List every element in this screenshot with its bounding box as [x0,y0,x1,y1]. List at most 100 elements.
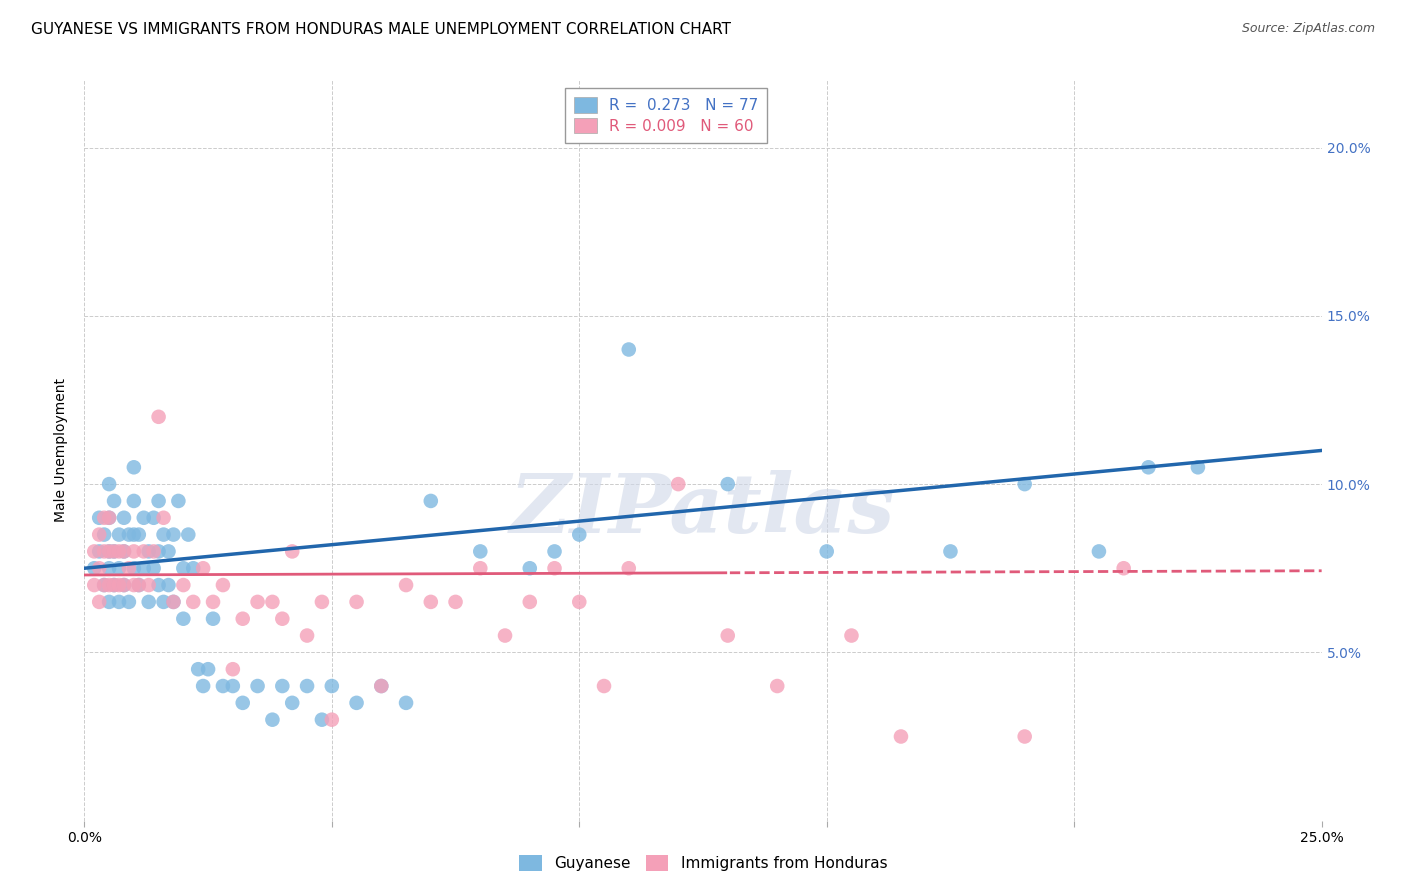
Point [1014,730,1036,744]
Legend: R =  0.273   N = 77, R = 0.009   N = 60: R = 0.273 N = 77, R = 0.009 N = 60 [565,88,768,143]
Legend: Guyanese, Immigrants from Honduras: Guyanese, Immigrants from Honduras [513,849,893,877]
Point [232,696,254,710]
Point [112,544,135,558]
Point [132,561,155,575]
Point [89,561,111,575]
Point [202,612,225,626]
Point [939,544,962,558]
Point [177,527,200,541]
Point [132,544,155,558]
Point [519,561,541,575]
Text: ZIPatlas: ZIPatlas [510,470,896,549]
Point [152,595,174,609]
Point [93,527,115,541]
Point [98,510,121,524]
Point [543,544,565,558]
Point [98,578,121,592]
Point [370,679,392,693]
Point [1187,460,1209,475]
Point [568,595,591,609]
Point [148,578,170,592]
Point [122,494,145,508]
Point [83,561,105,575]
Point [167,494,190,508]
Point [1137,460,1160,475]
Point [370,679,392,693]
Point [346,696,368,710]
Point [142,544,165,558]
Point [103,494,125,508]
Point [1088,544,1111,558]
Point [98,595,121,609]
Point [321,713,343,727]
Point [593,679,616,693]
Point [98,510,121,524]
Point [83,544,105,558]
Point [132,510,155,524]
Point [262,595,284,609]
Point [543,561,565,575]
Point [246,595,269,609]
Point [494,628,516,642]
Point [108,578,131,592]
Point [122,578,145,592]
Point [321,679,343,693]
Point [395,696,418,710]
Point [118,527,141,541]
Point [152,510,174,524]
Point [262,713,284,727]
Point [311,713,333,727]
Point [202,595,225,609]
Point [98,477,121,491]
Point [118,595,141,609]
Point [890,730,912,744]
Point [295,628,318,642]
Point [108,544,131,558]
Point [93,544,115,558]
Point [568,527,591,541]
Point [112,578,135,592]
Point [162,527,184,541]
Point [142,510,165,524]
Point [271,612,294,626]
Point [419,494,441,508]
Y-axis label: Male Unemployment: Male Unemployment [55,378,69,523]
Point [271,679,294,693]
Point [108,595,131,609]
Point [212,578,235,592]
Point [128,578,150,592]
Point [93,578,115,592]
Point [98,544,121,558]
Point [108,561,131,575]
Point [222,662,245,676]
Point [122,527,145,541]
Point [89,510,111,524]
Point [617,343,640,357]
Point [89,527,111,541]
Text: GUYANESE VS IMMIGRANTS FROM HONDURAS MALE UNEMPLOYMENT CORRELATION CHART: GUYANESE VS IMMIGRANTS FROM HONDURAS MAL… [31,22,731,37]
Point [93,578,115,592]
Point [148,544,170,558]
Point [187,662,209,676]
Point [152,527,174,541]
Point [103,578,125,592]
Point [122,561,145,575]
Point [157,578,180,592]
Point [717,477,740,491]
Point [346,595,368,609]
Point [98,561,121,575]
Point [122,460,145,475]
Point [281,696,304,710]
Point [419,595,441,609]
Point [470,561,492,575]
Point [118,561,141,575]
Point [103,544,125,558]
Point [1014,477,1036,491]
Point [138,544,160,558]
Point [138,595,160,609]
Point [103,544,125,558]
Point [766,679,789,693]
Point [93,510,115,524]
Point [519,595,541,609]
Point [470,544,492,558]
